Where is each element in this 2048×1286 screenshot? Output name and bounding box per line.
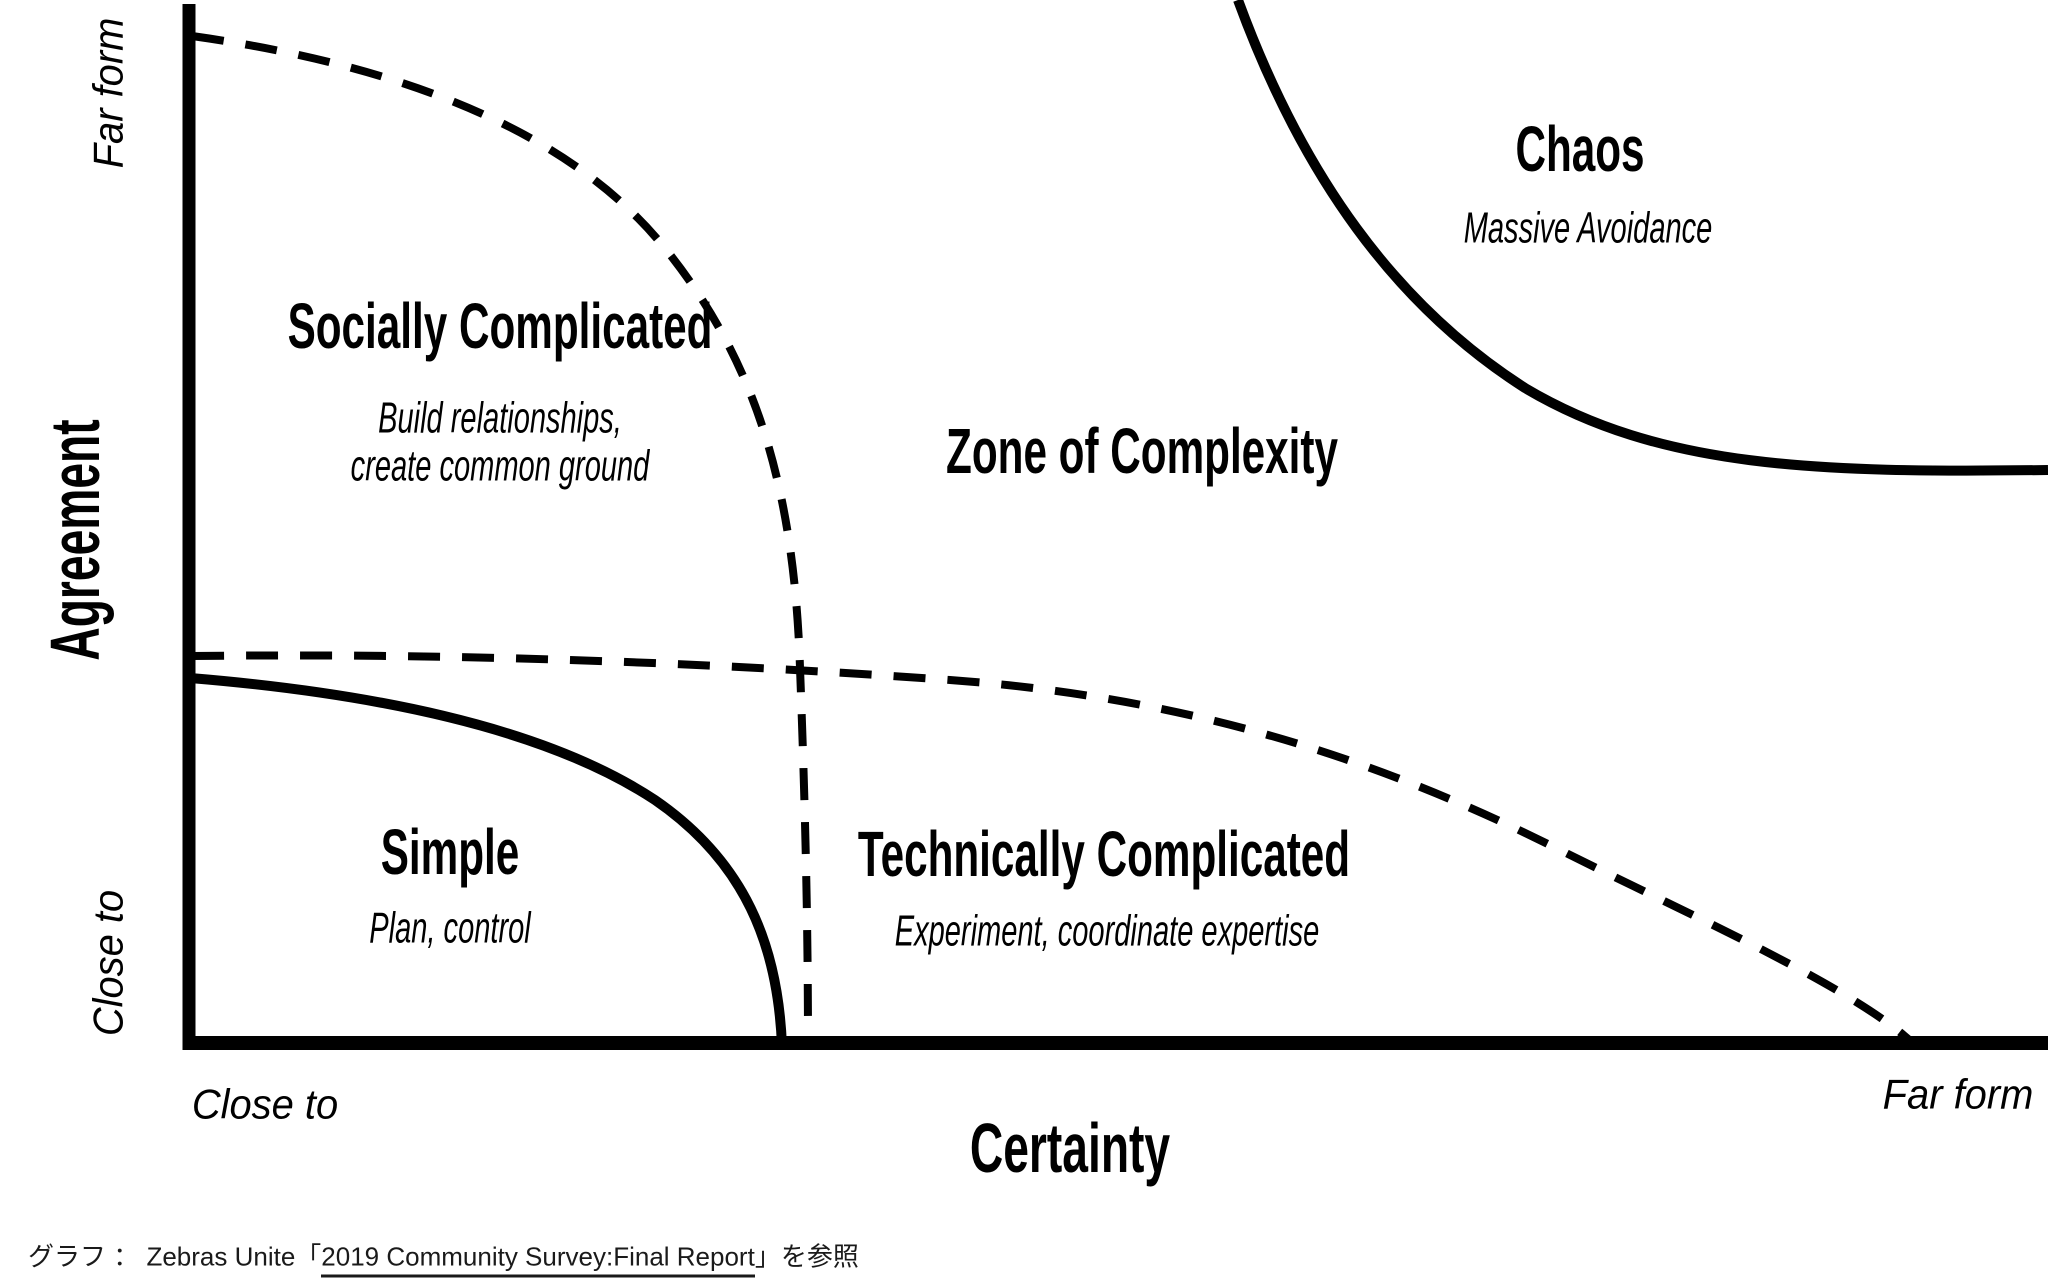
source-report-link[interactable]: 2019 Community Survey:Final Report [321,1241,755,1278]
y-axis-title: Agreement [35,419,114,661]
source-caption-prefix: グラフ ： Zebras Unite「 [28,1241,322,1272]
region-title-zone-of-complexity: Zone of Complexity [946,415,1338,488]
source-caption-suffix: 」を参照 [754,1241,859,1272]
region-title-simple: Simple [380,816,520,889]
region-subtitle-socially-complicated-line2: create common ground [350,441,650,491]
region-title-technically-complicated: Technically Complicated [857,818,1351,891]
x-axis-left-label: Close to [191,1080,339,1128]
socially-zone-dashed-boundary [191,32,812,1047]
technically-zone-dashed-boundary [191,651,1919,1049]
y-axis-top-label: Far form [84,17,132,169]
region-subtitle-technically-complicated: Experiment, coordinate expertise [894,906,1320,956]
region-title-socially-complicated: Socially Complicated [287,290,713,363]
x-axis-right-label: Far form [1882,1070,2034,1118]
region-subtitle-socially-complicated-line1: Build relationships, [378,393,622,443]
source-caption: グラフ ： Zebras Unite「2019 Community Survey… [28,1237,859,1278]
simple-solid-boundary [189,673,787,1047]
region-title-chaos: Chaos [1515,113,1645,186]
region-subtitle-chaos: Massive Avoidance [1463,203,1713,253]
chaos-solid-boundary [1233,0,2048,476]
y-axis-bottom-label: Close to [84,889,132,1037]
region-subtitle-simple: Plan, control [369,903,531,953]
x-axis-title: Certainty [969,1108,1171,1187]
